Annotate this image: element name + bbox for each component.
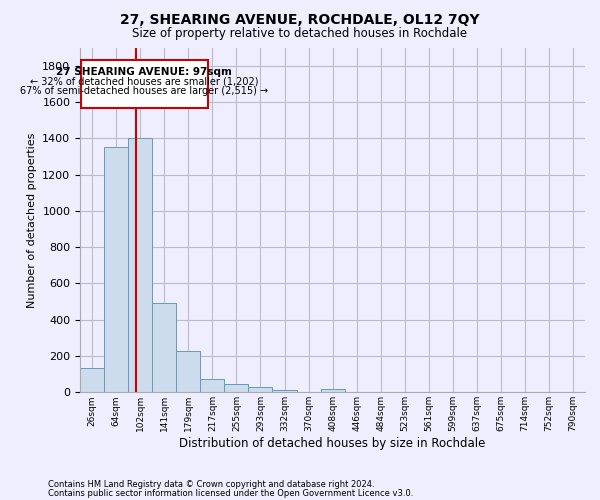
- Bar: [104, 148, 128, 392]
- Text: Size of property relative to detached houses in Rochdale: Size of property relative to detached ho…: [133, 28, 467, 40]
- X-axis label: Distribution of detached houses by size in Rochdale: Distribution of detached houses by size …: [179, 437, 486, 450]
- Text: 27, SHEARING AVENUE, ROCHDALE, OL12 7QY: 27, SHEARING AVENUE, ROCHDALE, OL12 7QY: [120, 12, 480, 26]
- Bar: [80, 368, 104, 392]
- Bar: [176, 352, 200, 393]
- Y-axis label: Number of detached properties: Number of detached properties: [27, 132, 37, 308]
- Text: ← 32% of detached houses are smaller (1,202): ← 32% of detached houses are smaller (1,…: [30, 76, 259, 86]
- Text: Contains public sector information licensed under the Open Government Licence v3: Contains public sector information licen…: [48, 488, 413, 498]
- Bar: [224, 384, 248, 392]
- FancyBboxPatch shape: [80, 60, 208, 108]
- Bar: [272, 390, 296, 392]
- Bar: [128, 138, 152, 392]
- Bar: [152, 304, 176, 392]
- Bar: [248, 387, 272, 392]
- Text: 27 SHEARING AVENUE: 97sqm: 27 SHEARING AVENUE: 97sqm: [56, 68, 232, 78]
- Text: 67% of semi-detached houses are larger (2,515) →: 67% of semi-detached houses are larger (…: [20, 86, 268, 96]
- Text: Contains HM Land Registry data © Crown copyright and database right 2024.: Contains HM Land Registry data © Crown c…: [48, 480, 374, 489]
- Bar: [320, 388, 344, 392]
- Bar: [200, 378, 224, 392]
